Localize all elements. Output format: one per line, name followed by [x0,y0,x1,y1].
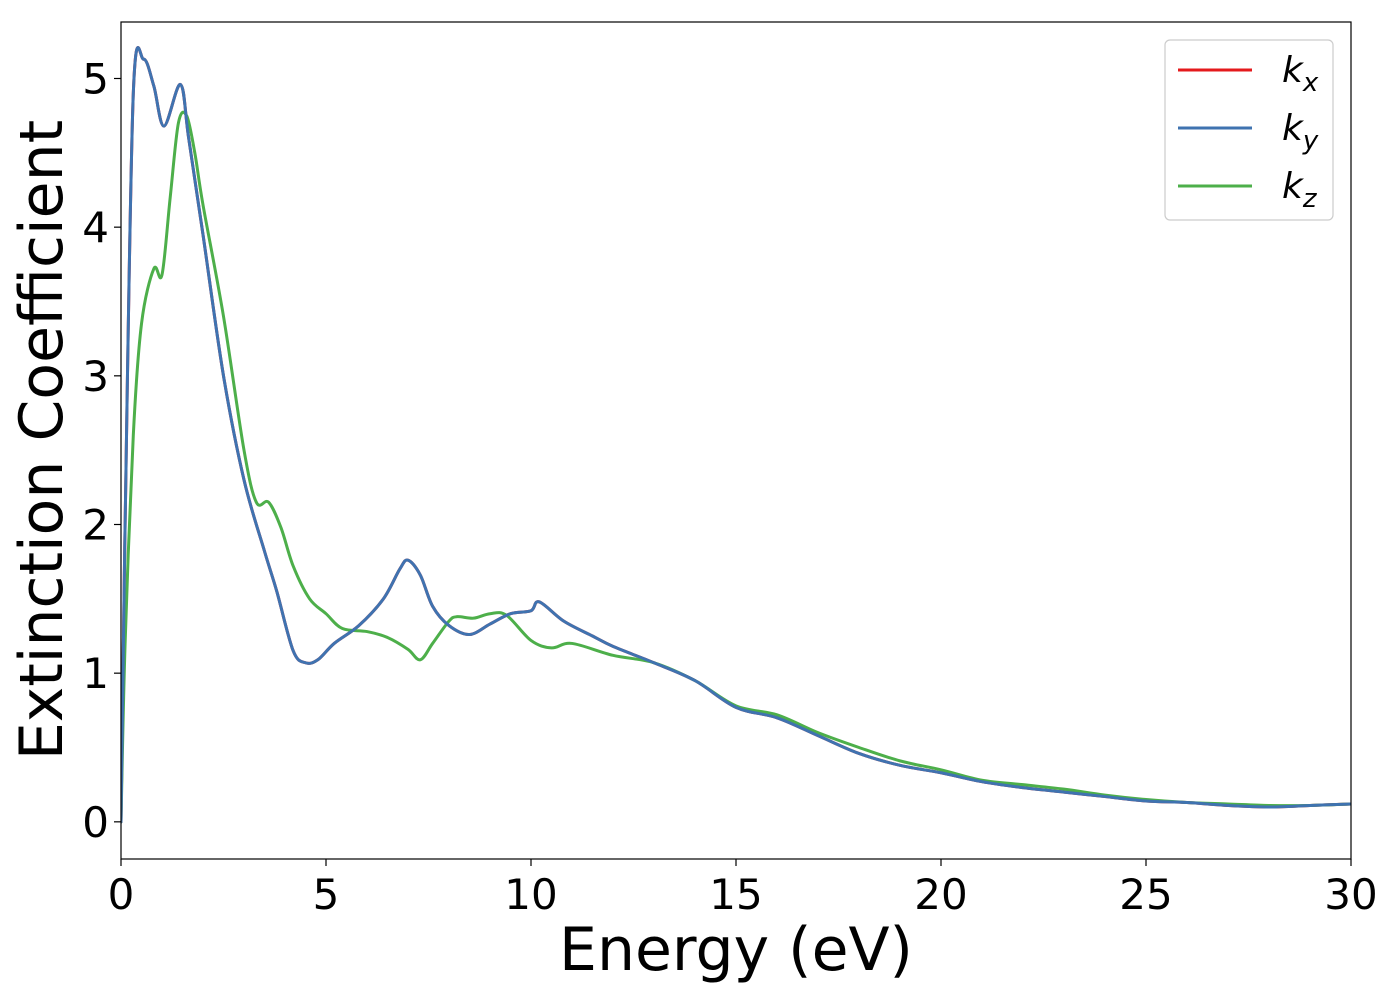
legend-label-k-x: kx [1282,50,1319,98]
x-tick-label: 20 [914,870,967,919]
legend-label-subscript: y [1302,126,1319,156]
x-tick-label: 25 [1119,870,1172,919]
legend-box [1164,39,1334,221]
legend-label-k-z: kz [1282,166,1318,214]
x-tick-label: 10 [504,870,557,919]
legend-label-subscript: x [1302,68,1319,98]
y-tick-label: 4 [82,203,109,252]
series-line-k-y [121,46,1351,824]
x-axis-label: Energy (eV) [559,915,913,985]
y-tick-label: 3 [82,352,109,401]
y-tick-label: 2 [82,500,109,549]
series-layer [121,46,1351,824]
legend-label-subscript: z [1302,184,1318,214]
y-axis-label: Extinction Coefficient [7,120,77,760]
legend-label-base: k [1282,108,1305,149]
y-axis-ticks: 0 1 2 3 4 5 [82,54,121,847]
x-tick-label: 30 [1324,870,1377,919]
legend-label-base: k [1282,166,1305,207]
x-axis-ticks: 0 5 10 15 20 25 30 [108,859,1378,919]
legend-label-k-y: ky [1282,108,1319,156]
y-tick-label: 5 [82,54,109,103]
legend-label-base: k [1282,50,1305,91]
y-tick-label: 0 [82,798,109,847]
y-tick-label: 1 [82,649,109,698]
x-tick-label: 0 [108,870,135,919]
x-tick-label: 15 [709,870,762,919]
x-tick-label: 5 [313,870,340,919]
